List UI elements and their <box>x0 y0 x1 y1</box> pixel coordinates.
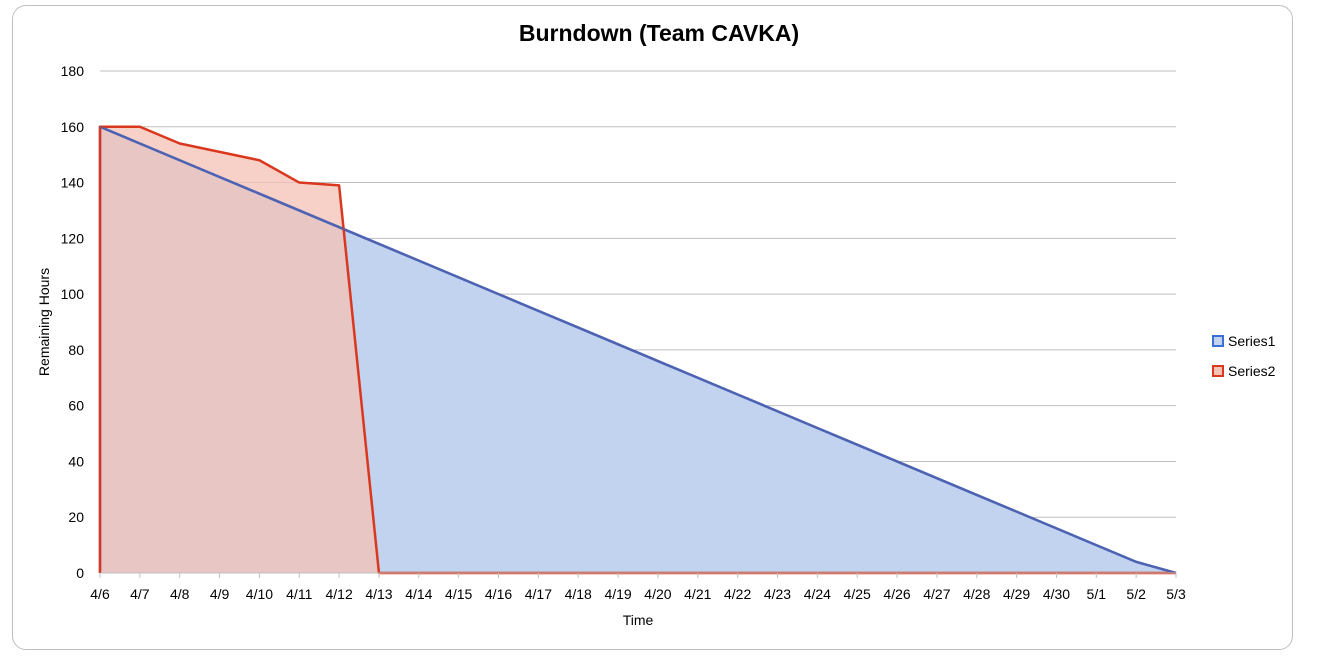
x-axis-title: Time <box>623 612 654 628</box>
x-tick-label-27: 5/3 <box>1166 586 1186 602</box>
y-axis-title: Remaining Hours <box>36 268 52 376</box>
x-tick-label-10: 4/16 <box>485 586 512 602</box>
legend-label-series2: Series2 <box>1228 363 1276 379</box>
x-tick-label-22: 4/28 <box>963 586 990 602</box>
legend-swatch-series2 <box>1212 365 1224 377</box>
x-tick-label-8: 4/14 <box>405 586 432 602</box>
x-tick-label-20: 4/26 <box>883 586 910 602</box>
legend-swatch-series1 <box>1212 335 1224 347</box>
y-tick-label-20: 20 <box>68 509 84 525</box>
legend-item-series1: Series1 <box>1212 326 1275 356</box>
legend-label-series1: Series1 <box>1228 333 1276 349</box>
y-tick-label-80: 80 <box>68 342 84 358</box>
legend-item-series2: Series2 <box>1212 356 1275 386</box>
x-tick-label-6: 4/12 <box>325 586 352 602</box>
x-tick-label-0: 4/6 <box>90 586 110 602</box>
y-tick-label-100: 100 <box>61 286 85 302</box>
y-tick-label-60: 60 <box>68 398 84 414</box>
x-tick-label-19: 4/25 <box>844 586 871 602</box>
y-tick-label-40: 40 <box>68 453 84 469</box>
axes: 0 20 40 60 80 100 120 140 160 180 4/6 4/7 4/8 4/9 4/10… <box>61 63 1186 602</box>
x-tick-label-24: 4/30 <box>1043 586 1070 602</box>
x-tick-label-9: 4/15 <box>445 586 472 602</box>
x-tick-label-11: 4/17 <box>525 586 552 602</box>
y-tick-label-180: 180 <box>61 63 85 79</box>
x-tick-label-14: 4/20 <box>644 586 671 602</box>
y-tick-label-160: 160 <box>61 119 85 135</box>
x-tick-label-26: 5/2 <box>1126 586 1146 602</box>
x-tick-label-2: 4/8 <box>170 586 190 602</box>
series-line-1-overlap <box>99 125 1177 575</box>
x-tick-label-4: 4/10 <box>246 586 273 602</box>
y-tick-label-140: 140 <box>61 175 85 191</box>
x-tick-label-1: 4/7 <box>130 586 150 602</box>
series-area-1 <box>100 126 1176 574</box>
chart-title: Burndown (Team CAVKA) <box>518 20 800 46</box>
x-tick-label-5: 4/11 <box>286 586 312 602</box>
x-tick-label-16: 4/22 <box>724 586 751 602</box>
x-tick-label-21: 4/27 <box>923 586 950 602</box>
x-tick-label-18: 4/24 <box>804 586 831 602</box>
y-tick-label-0: 0 <box>76 565 84 581</box>
x-tick-label-23: 4/29 <box>1003 586 1030 602</box>
x-tick-label-13: 4/19 <box>604 586 631 602</box>
x-tick-label-7: 4/13 <box>365 586 392 602</box>
x-tick-label-15: 4/21 <box>684 586 711 602</box>
legend: Series1 Series2 <box>1212 326 1275 386</box>
y-tick-label-120: 120 <box>61 230 85 246</box>
x-tick-label-25: 5/1 <box>1087 586 1107 602</box>
x-tick-label-12: 4/18 <box>565 586 592 602</box>
x-tick-label-3: 4/9 <box>210 586 230 602</box>
x-tick-label-17: 4/23 <box>764 586 791 602</box>
